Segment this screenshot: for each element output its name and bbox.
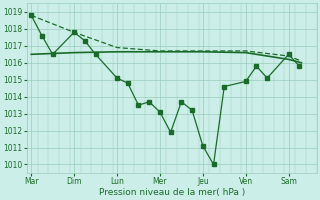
X-axis label: Pression niveau de la mer( hPa ): Pression niveau de la mer( hPa ) <box>99 188 245 197</box>
